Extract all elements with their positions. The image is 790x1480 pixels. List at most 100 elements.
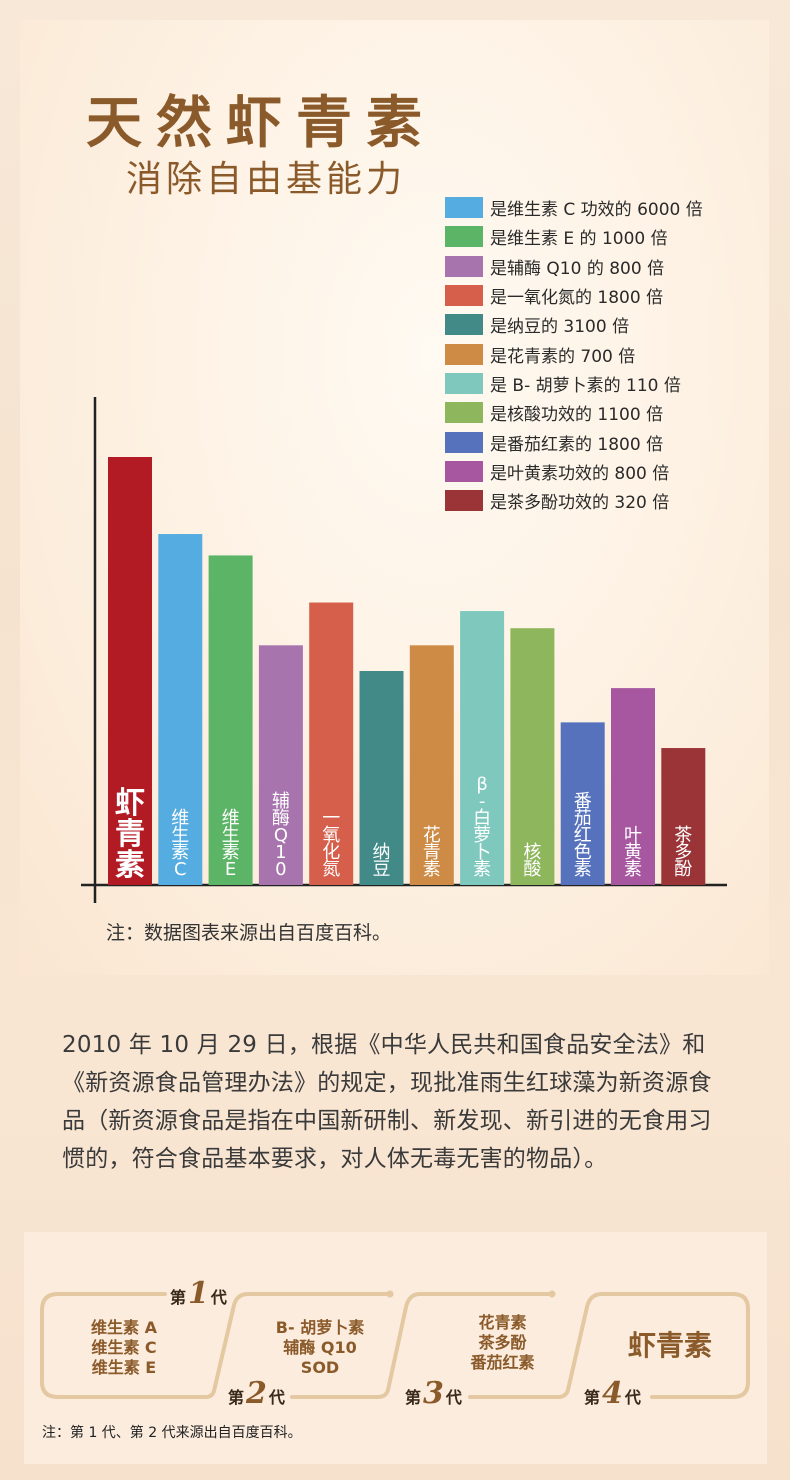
generation-item: 维生素 A bbox=[91, 1318, 157, 1337]
legend-item: 是维生素 E 的 1000 倍 bbox=[445, 222, 703, 251]
bar-label: 豆 bbox=[373, 859, 391, 880]
generation-item: 维生素 C bbox=[91, 1338, 157, 1357]
bar-label: 多 bbox=[674, 842, 692, 863]
legend-swatch bbox=[445, 343, 483, 365]
generation-frame-2 bbox=[204, 1292, 554, 1399]
bar-label: 素 bbox=[115, 848, 145, 883]
generation-2-label: 第2 代 bbox=[228, 1376, 285, 1411]
legend-item: 是 B- 胡萝卜素的 110 倍 bbox=[445, 369, 703, 398]
bar-label: 素 bbox=[423, 859, 441, 880]
bar bbox=[560, 722, 605, 885]
bar-label: 虾 bbox=[115, 786, 145, 821]
bar-label: Q bbox=[274, 825, 288, 846]
legend-label: 是茶多酚功效的 320 倍 bbox=[490, 493, 670, 514]
legend-label: 是花青素的 700 倍 bbox=[490, 346, 636, 367]
frame-dot bbox=[548, 1290, 556, 1298]
legend-swatch bbox=[445, 314, 483, 336]
bar-label: 氧 bbox=[322, 825, 340, 846]
generation-1-items: 维生素 A 维生素 C 维生素 E bbox=[74, 1318, 174, 1378]
legend-item: 是花青素的 700 倍 bbox=[445, 339, 703, 368]
legend-label: 是维生素 E 的 1000 倍 bbox=[490, 229, 668, 250]
bar-label: 核 bbox=[523, 842, 541, 863]
bar-label: 素 bbox=[222, 842, 240, 863]
page-title: 天然虾青素 bbox=[86, 90, 436, 156]
bar-label: β bbox=[476, 774, 488, 795]
bar-label: 维 bbox=[171, 808, 189, 829]
bar-label: 一 bbox=[322, 808, 340, 829]
bar-label: 茄 bbox=[574, 808, 592, 829]
generation-4-label: 第4 代 bbox=[584, 1376, 641, 1411]
chart-source-note: 注：数据图表来源出自百度百科。 bbox=[106, 922, 392, 944]
generation-3-label: 第3 代 bbox=[405, 1376, 462, 1411]
page-subtitle: 消除自由基能力 bbox=[126, 159, 407, 200]
legend-swatch bbox=[445, 490, 483, 512]
bar-label: 维 bbox=[222, 808, 240, 829]
legend-label: 是辅酶 Q10 的 800 倍 bbox=[490, 258, 665, 279]
bar bbox=[309, 602, 354, 885]
generation-3-items: 花青素 茶多酚 番茄红素 bbox=[450, 1313, 555, 1373]
bar-label: E bbox=[225, 859, 236, 880]
legend-label: 是一氧化氮的 1800 倍 bbox=[490, 288, 664, 309]
bar-label: 酚 bbox=[674, 859, 692, 880]
legend-label: 是维生素 C 功效的 6000 倍 bbox=[490, 200, 703, 221]
generation-item: B- 胡萝卜素 bbox=[275, 1318, 365, 1337]
legend-swatch bbox=[445, 197, 483, 219]
generation-4-item: 虾青素 bbox=[628, 1329, 713, 1362]
legend-swatch bbox=[445, 431, 483, 453]
legend-label: 是 B- 胡萝卜素的 110 倍 bbox=[490, 375, 681, 396]
bar-label: 青 bbox=[115, 817, 145, 852]
generation-item: 茶多酚 bbox=[478, 1333, 527, 1352]
bar-label: 红 bbox=[574, 825, 592, 846]
legend-swatch bbox=[445, 372, 483, 394]
legend-swatch bbox=[445, 460, 483, 482]
bar-chart: 虾青素维生素C维生素E辅酶Q10一氧化氮纳豆花青素β-白萝卜素核酸番茄红色素叶黄… bbox=[81, 397, 727, 903]
legend-item: 是维生素 C 功效的 6000 倍 bbox=[445, 193, 703, 222]
legend-swatch bbox=[445, 285, 483, 307]
bar bbox=[661, 748, 706, 885]
bar-label: 黄 bbox=[624, 842, 642, 863]
generation-frame-3 bbox=[468, 1292, 750, 1399]
legend-item: 是叶黄素功效的 800 倍 bbox=[445, 457, 703, 486]
bar-label: 叶 bbox=[624, 825, 642, 846]
generation-item: 花青素 bbox=[478, 1313, 527, 1332]
bar bbox=[460, 611, 505, 885]
bar-label: 素 bbox=[473, 859, 491, 880]
bar-label: 青 bbox=[423, 842, 441, 863]
legend-item: 是纳豆的 3100 倍 bbox=[445, 310, 703, 339]
bar-label: 化 bbox=[322, 842, 340, 863]
frame-dot bbox=[386, 1290, 394, 1298]
bar-label: 白 bbox=[473, 808, 491, 829]
legend-item: 是辅酶 Q10 的 800 倍 bbox=[445, 252, 703, 281]
bar-label: 酸 bbox=[523, 859, 541, 880]
generation-2-items: B- 胡萝卜素 辅酶 Q10 SOD bbox=[255, 1318, 385, 1378]
bar-label: - bbox=[479, 791, 486, 812]
bar bbox=[158, 534, 203, 885]
legend-item: 是番茄红素的 1800 倍 bbox=[445, 427, 703, 456]
generation-item: 维生素 E bbox=[91, 1358, 157, 1377]
bar-label: 花 bbox=[423, 825, 441, 846]
bar bbox=[359, 671, 404, 885]
intro-paragraph: 2010 年 10 月 29 日，根据《中华人民共和国食品安全法》和《新资源食品… bbox=[62, 1032, 712, 1172]
chart-legend: 是维生素 C 功效的 6000 倍 是维生素 E 的 1000 倍 是辅酶 Q1… bbox=[445, 193, 703, 515]
bar-label: 氮 bbox=[322, 859, 340, 880]
bar-label: 色 bbox=[574, 842, 592, 863]
generation-1-label: 第1 代 bbox=[170, 1276, 227, 1311]
legend-label: 是叶黄素功效的 800 倍 bbox=[490, 463, 670, 484]
generations-source-note: 注：第 1 代、第 2 代来源出自百度百科。 bbox=[42, 1425, 302, 1441]
legend-item: 是一氧化氮的 1800 倍 bbox=[445, 281, 703, 310]
generation-item: 辅酶 Q10 bbox=[283, 1338, 357, 1357]
legend-label: 是番茄红素的 1800 倍 bbox=[490, 434, 664, 455]
bar bbox=[208, 555, 253, 885]
bar-label: 1 bbox=[275, 842, 286, 863]
legend-label: 是纳豆的 3100 倍 bbox=[490, 317, 630, 338]
generation-item: SOD bbox=[300, 1358, 340, 1377]
bar-label: 0 bbox=[275, 859, 286, 880]
bar-label: 萝 bbox=[473, 825, 491, 846]
bar-label: 辅 bbox=[272, 791, 290, 812]
legend-label: 是核酸功效的 1100 倍 bbox=[490, 405, 664, 426]
generation-frame-1 bbox=[40, 1292, 392, 1399]
bar-label: 生 bbox=[222, 825, 240, 846]
bar-label: 生 bbox=[171, 825, 189, 846]
legend-item: 是核酸功效的 1100 倍 bbox=[445, 398, 703, 427]
